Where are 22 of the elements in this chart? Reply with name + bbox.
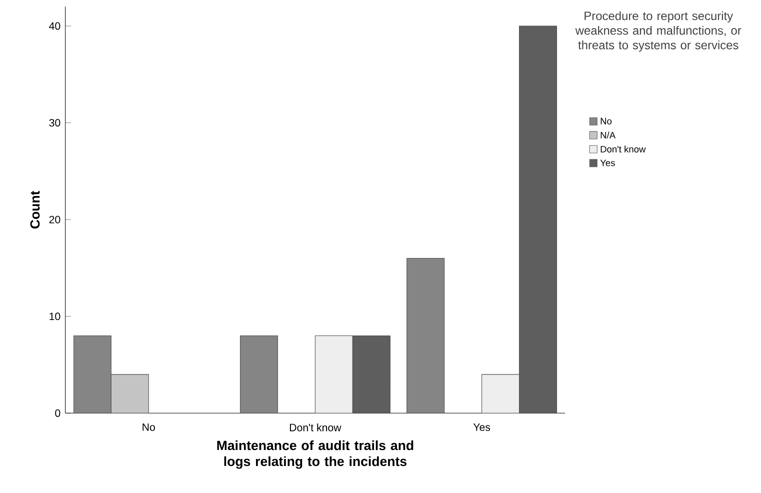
bar — [240, 335, 278, 414]
x-tick-label: No — [142, 423, 155, 431]
x-tick-label: Yes — [473, 423, 490, 431]
bar — [352, 335, 390, 414]
bar — [406, 258, 445, 414]
bar — [73, 335, 112, 414]
x-axis-title: Maintenance of audit trails and logs relating to the incidents — [217, 440, 414, 469]
legend-label: Don't know — [600, 146, 646, 152]
y-tick-label: 0 — [55, 409, 60, 417]
y-tick-label: 40 — [49, 22, 60, 30]
legend-label: Yes — [600, 160, 615, 166]
y-tick-label: 10 — [50, 312, 60, 320]
y-axis-title: Count — [30, 190, 40, 228]
y-tick-label: 30 — [49, 118, 60, 127]
bar — [314, 335, 353, 414]
y-tick-label: 20 — [49, 216, 60, 224]
bar — [519, 26, 558, 414]
legend-title: Procedure to report security weakness and malfunctions, or threats to systems or services — [575, 11, 742, 52]
x-tick-label: Don't know — [290, 423, 342, 432]
bar — [482, 374, 520, 414]
legend-label: N/A — [600, 132, 616, 138]
legend-label: No — [600, 118, 612, 124]
